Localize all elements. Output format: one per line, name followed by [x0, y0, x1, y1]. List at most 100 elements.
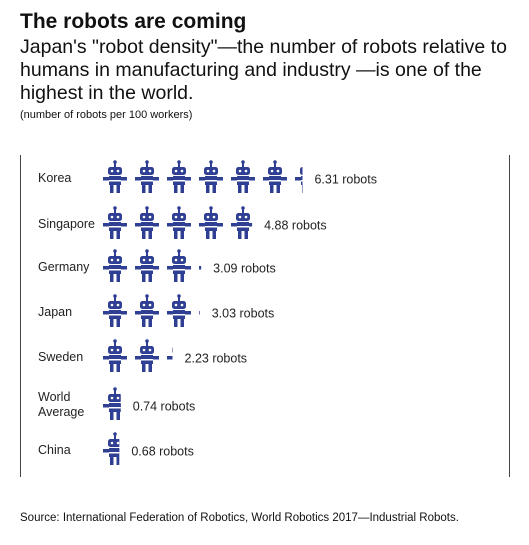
- robot-stripe: [237, 226, 249, 228]
- robot-eye: [110, 441, 114, 445]
- robot-arms: [199, 177, 223, 181]
- robot-eye: [148, 258, 152, 262]
- robot-leg: [206, 185, 210, 193]
- robot-head: [108, 439, 120, 447]
- robot-eye: [148, 303, 152, 307]
- robot-eye: [116, 348, 120, 352]
- robot-antenna-tip: [113, 206, 117, 210]
- robot-antenna-tip: [273, 160, 277, 164]
- robot-row: [103, 160, 313, 193]
- robot-leg: [238, 231, 242, 239]
- category-label: Singapore: [38, 216, 95, 231]
- robot-eye: [110, 348, 114, 352]
- robot-eye: [238, 169, 242, 173]
- robot-eye: [174, 258, 178, 262]
- robot-arms: [167, 311, 191, 315]
- robot-eye: [116, 215, 120, 219]
- partial-robot: [103, 387, 121, 420]
- robot-row: [103, 387, 121, 420]
- robot-arms: [199, 311, 200, 315]
- robot-eye: [276, 169, 280, 173]
- robot-leg: [174, 185, 178, 193]
- robot-leg: [116, 274, 120, 282]
- robot-leg: [142, 319, 146, 327]
- robot-arms: [295, 177, 303, 181]
- robot-eye: [148, 215, 152, 219]
- robot-antenna-tip: [209, 160, 213, 164]
- robot-eye: [212, 169, 216, 173]
- robot-eye: [174, 303, 178, 307]
- robot-arms: [199, 266, 202, 270]
- robot-leg: [244, 231, 248, 239]
- robot-leg: [116, 231, 120, 239]
- chart-title: The robots are coming: [20, 10, 247, 33]
- robot-leg: [309, 185, 313, 193]
- robot-leg: [110, 412, 114, 420]
- robot-arms: [103, 311, 127, 315]
- robot-arms: [231, 177, 255, 181]
- robot-eye: [116, 258, 120, 262]
- robot-eye: [206, 215, 210, 219]
- robot-leg: [174, 274, 178, 282]
- robot-leg: [212, 185, 216, 193]
- robot-leg: [174, 364, 178, 372]
- robot-stripe: [109, 452, 120, 454]
- robot-head: [140, 346, 154, 354]
- robot-eye: [238, 215, 242, 219]
- category-label: Sweden: [38, 349, 84, 364]
- robot-leg: [110, 457, 114, 465]
- category-label: China: [38, 442, 71, 457]
- robot-eye: [142, 215, 146, 219]
- source-note: Source: International Federation of Robo…: [20, 512, 459, 524]
- robot-head: [140, 256, 154, 264]
- robot-arms: [135, 356, 159, 360]
- robot-eye: [110, 169, 114, 173]
- robot-arms: [135, 177, 159, 181]
- robot-leg: [206, 231, 210, 239]
- robot-leg: [142, 274, 146, 282]
- robot-head: [108, 213, 122, 221]
- robot-stripe: [237, 180, 249, 182]
- robot-eye: [175, 349, 178, 352]
- robot-leg: [302, 185, 303, 193]
- robot-eye: [212, 215, 216, 219]
- robot-antenna-tip: [177, 249, 181, 253]
- robot-head: [140, 301, 154, 309]
- robot-leg: [142, 231, 146, 239]
- robot-head: [108, 346, 122, 354]
- robot-head: [204, 213, 218, 221]
- robot-body: [301, 176, 303, 185]
- partial-robot: [199, 266, 202, 270]
- robot-leg: [180, 231, 184, 239]
- robot-row: [103, 339, 185, 372]
- robot-leg: [238, 185, 242, 193]
- robot-head: [108, 301, 122, 309]
- partial-robot: [199, 311, 200, 315]
- robot-leg: [148, 364, 152, 372]
- robot-stripe: [109, 226, 121, 228]
- robot-arms: [199, 223, 223, 227]
- robot-head: [172, 167, 186, 175]
- robot-antenna-tip: [113, 387, 117, 391]
- robot-arms: [103, 266, 127, 270]
- robot-stripe: [109, 269, 121, 271]
- robot-leg: [181, 364, 185, 372]
- value-label: 4.88 robots: [264, 218, 327, 232]
- robot-eye: [180, 215, 184, 219]
- robot-leg: [110, 274, 114, 282]
- robot-arms: [103, 177, 127, 181]
- robot-head: [108, 394, 121, 402]
- robot-stripe: [173, 314, 185, 316]
- robot-eye: [142, 169, 146, 173]
- robot-head: [300, 167, 303, 175]
- robot-stripe: [141, 314, 153, 316]
- robot-arms: [135, 223, 159, 227]
- partial-robot: [295, 167, 313, 193]
- robot-eye: [174, 169, 178, 173]
- robot-eye: [148, 169, 152, 173]
- robot-head: [236, 213, 250, 221]
- robot-head: [172, 213, 186, 221]
- robot-eye: [142, 303, 146, 307]
- robot-stripe: [173, 180, 185, 182]
